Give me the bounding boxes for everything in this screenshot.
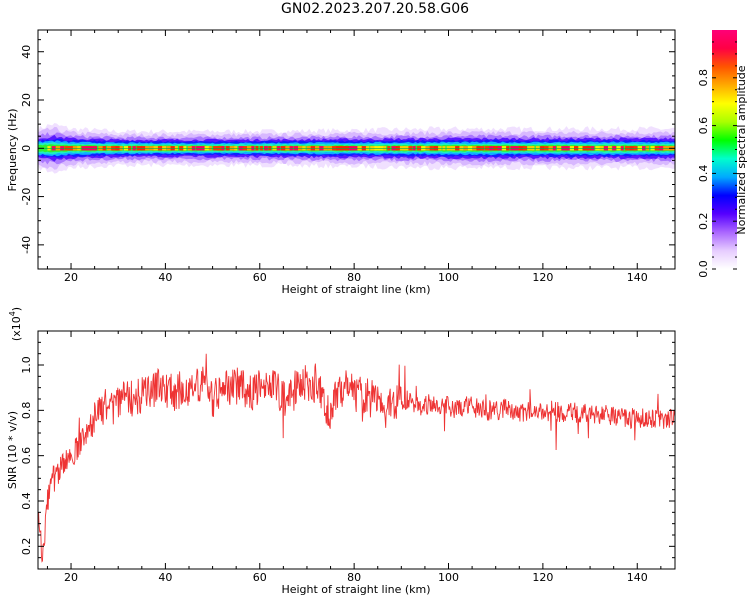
- spectrogram-x-tick-label: 80: [347, 271, 361, 284]
- snr-x-tick-label: 60: [253, 571, 267, 584]
- spectrogram-x-ticks: 20 40 60 80 100 120 140: [46, 30, 662, 284]
- spectrogram-x-tick-label: 140: [627, 271, 648, 284]
- snr-line: [38, 353, 675, 563]
- snr-y-scale: (x104): [8, 307, 23, 341]
- figure-title: GN02.2023.207.20.58.G06: [280, 1, 470, 17]
- snr-frame: [37, 330, 676, 570]
- snr-x-tick-label: 20: [64, 571, 78, 584]
- snr-y-tick-label: 0.4: [20, 492, 33, 510]
- colorbar-tick-label: 0.2: [697, 212, 710, 230]
- spectrogram-x-tick-label: 100: [438, 271, 459, 284]
- spectrogram-y-axis-label: Frequency (Hz): [6, 109, 19, 192]
- snr-y-axis-label: SNR (10 * v/v): [6, 411, 19, 489]
- spectrogram-x-axis-label: Height of straight line (km): [281, 283, 430, 296]
- colorbar-tick-label: 0.6: [697, 117, 710, 135]
- spectrogram-y-tick-label: -40: [20, 236, 33, 254]
- spectrogram-x-tick-label: 60: [253, 271, 267, 284]
- snr-y-scale-base: (x10: [10, 316, 23, 341]
- snr-y-tick-label: 0.2: [20, 538, 33, 556]
- snr-y-ticks: 0.2 0.4 0.6 0.8 1.0: [20, 330, 675, 570]
- snr-x-ticks: 20 40 60 80 100 120 140: [46, 331, 662, 584]
- spectrogram-x-tick-label: 40: [158, 271, 172, 284]
- snr-y-tick-label: 0.8: [20, 402, 33, 420]
- snr-x-tick-label: 140: [627, 571, 648, 584]
- spectrogram-x-tick-label: 20: [64, 271, 78, 284]
- snr-y-tick-label: 1.0: [20, 356, 33, 374]
- spectrogram-y-tick-label: 0: [20, 145, 33, 152]
- snr-y-scale-text: (x104): [8, 307, 23, 341]
- spectrogram-frame: [37, 29, 676, 270]
- spectrogram-y-tick-label: 40: [20, 45, 33, 59]
- snr-series: [38, 353, 675, 563]
- spectrogram-y-tick-label: -20: [20, 188, 33, 206]
- snr-x-tick-label: 40: [158, 571, 172, 584]
- colorbar-tick-label: 0.0: [697, 260, 710, 278]
- spectrogram-band: [38, 123, 675, 174]
- spectrogram-y-ticks: -40 -20 0 20 40: [20, 39, 675, 270]
- snr-x-tick-label: 120: [532, 571, 553, 584]
- spectrogram-y-tick-label: 20: [20, 93, 33, 107]
- colorbar: 0.0 0.2 0.4 0.6 0.8 Normalized spectral ampl…: [697, 30, 748, 278]
- colorbar-gradient: [712, 30, 737, 269]
- snr-y-scale-exponent: 4: [8, 311, 17, 316]
- colorbar-label: Normalized spectral amplitude: [735, 65, 748, 234]
- snr-panel: 20 40 60 80 100 120 140 0.2 0.4 0.6 0.8 1.0 Height…: [6, 307, 676, 596]
- spectrogram-x-tick-label: 120: [532, 271, 553, 284]
- colorbar-ticks: 0.0 0.2 0.4 0.6 0.8: [697, 41, 737, 278]
- snr-y-tick-label: 0.6: [20, 447, 33, 465]
- colorbar-tick-label: 0.8: [697, 69, 710, 87]
- spectrogram-panel: 20 40 60 80 100 120 140 -40 -20 0 20 40 Height of …: [6, 29, 676, 296]
- snr-plot-area: [38, 331, 675, 569]
- snr-x-axis-label: Height of straight line (km): [281, 583, 430, 596]
- snr-x-tick-label: 80: [347, 571, 361, 584]
- colorbar-tick-label: 0.4: [697, 165, 710, 183]
- snr-x-tick-label: 100: [438, 571, 459, 584]
- snr-y-scale-close: ): [10, 307, 23, 311]
